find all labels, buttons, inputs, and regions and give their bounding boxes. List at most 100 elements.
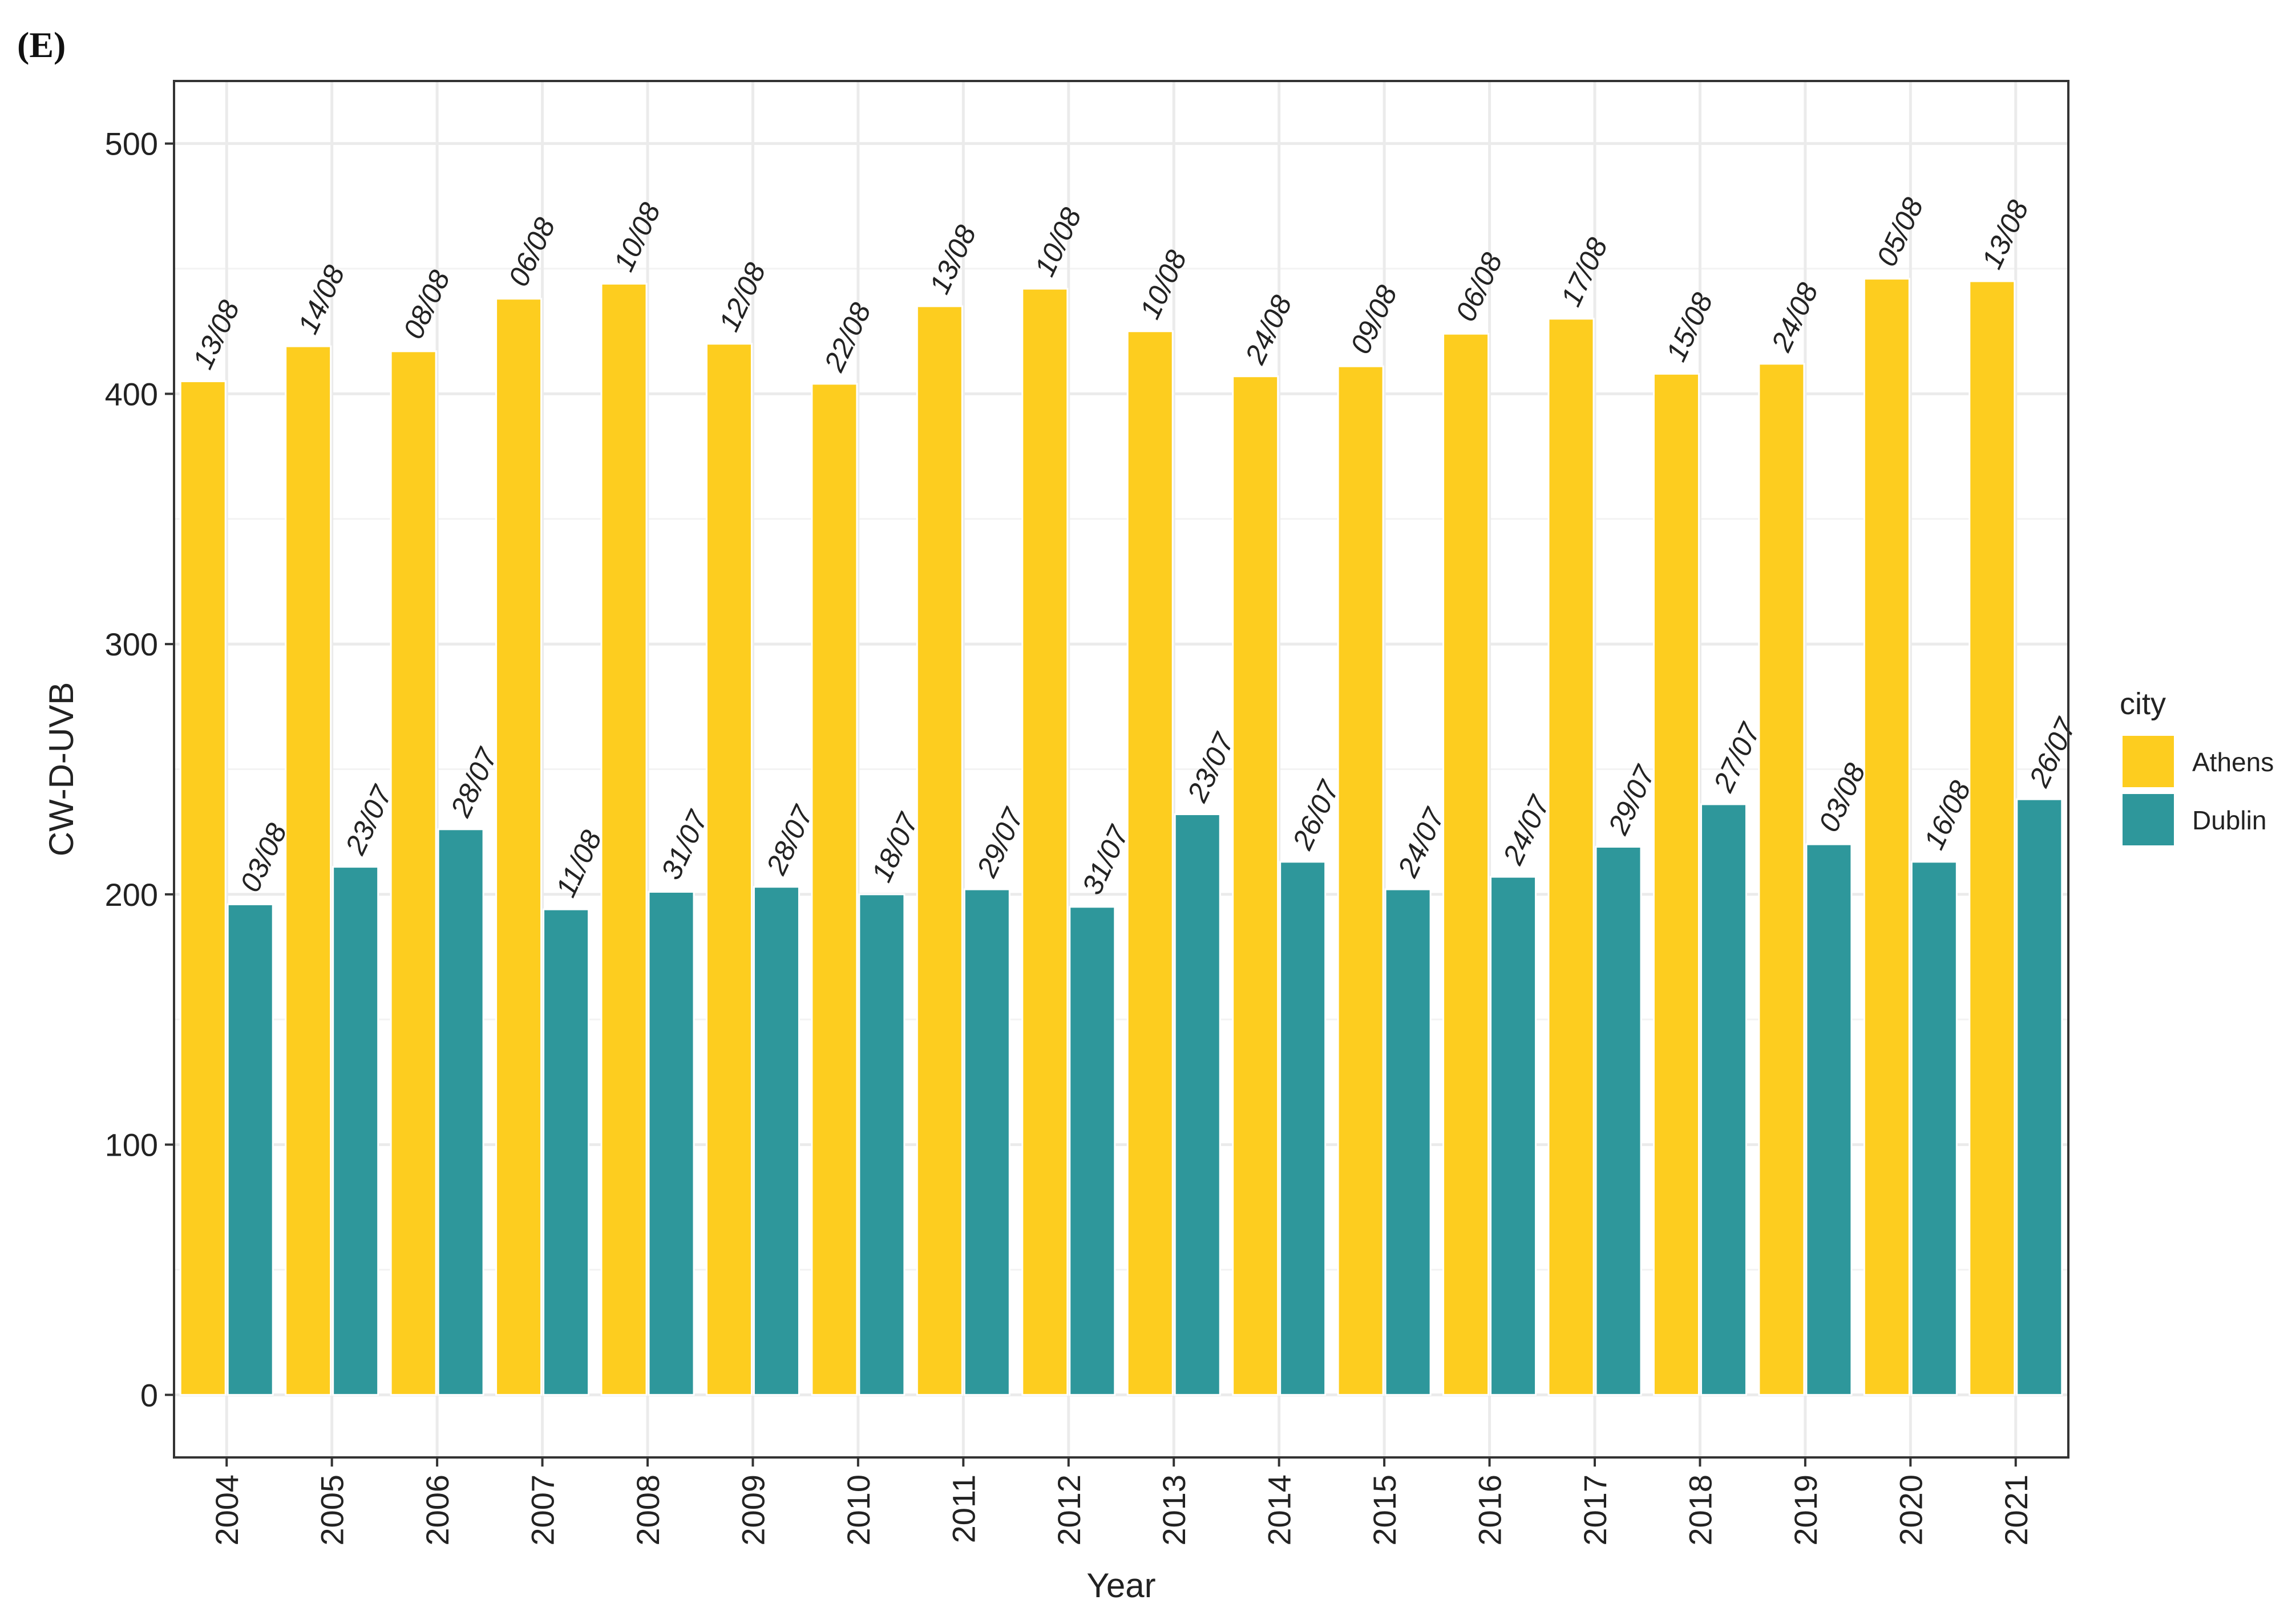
bar-label-athens-2011: 13/08 <box>923 220 983 298</box>
bar-dublin-2019 <box>1805 843 1853 1396</box>
bar-label-athens-2006: 08/08 <box>397 265 456 343</box>
y-tick-label: 0 <box>140 1377 158 1413</box>
bar-athens-2012 <box>1021 287 1069 1396</box>
bar-dublin-2012 <box>1069 906 1116 1396</box>
bar-dublin-2017 <box>1595 846 1642 1396</box>
bar-label-dublin-2015: 24/07 <box>1391 803 1451 882</box>
bar-label-dublin-2017: 29/07 <box>1602 760 1662 840</box>
x-tick-label: 2012 <box>1051 1475 1087 1546</box>
x-tick-label: 2005 <box>314 1475 350 1546</box>
bar-label-athens-2008: 10/08 <box>608 198 667 276</box>
bar-athens-2018 <box>1652 372 1700 1396</box>
bar-label-dublin-2013: 23/07 <box>1181 727 1241 807</box>
y-tick-label: 500 <box>105 126 158 162</box>
bar-athens-2010 <box>811 383 858 1396</box>
bar-dublin-2013 <box>1174 813 1221 1396</box>
bar-athens-2019 <box>1758 363 1805 1396</box>
bar-label-dublin-2020: 16/08 <box>1918 776 1977 854</box>
y-axis: 0 100 200 300 400 500 <box>105 126 174 1413</box>
bar-dublin-2007 <box>543 908 590 1396</box>
x-axis-title: Year <box>1086 1566 1155 1605</box>
bar-label-athens-2014: 24/08 <box>1239 290 1298 369</box>
bar-dublin-2014 <box>1279 861 1327 1396</box>
bar-dublin-2015 <box>1384 888 1432 1396</box>
y-tick-label: 300 <box>105 626 158 662</box>
bar-dublin-2008 <box>648 890 695 1396</box>
bar-label-athens-2020: 05/08 <box>1870 193 1930 271</box>
legend-label-athens: Athens <box>2192 747 2274 777</box>
bar-dublin-2004 <box>227 903 274 1396</box>
y-axis-title: CW-D-UVB <box>42 682 80 857</box>
bar-label-dublin-2012: 31/07 <box>1076 820 1135 899</box>
legend-key-athens <box>2123 736 2174 787</box>
bar-athens-2011 <box>916 305 963 1396</box>
legend: city Athens Dublin <box>2120 687 2274 845</box>
x-tick-label: 2017 <box>1577 1475 1613 1546</box>
x-tick-label: 2011 <box>945 1475 981 1543</box>
bar-label-dublin-2008: 31/07 <box>655 805 715 884</box>
bar-dublin-2005 <box>332 866 379 1396</box>
bar-athens-2015 <box>1337 365 1384 1396</box>
bar-label-athens-2007: 06/08 <box>502 213 561 291</box>
gridlines <box>174 81 2068 1457</box>
x-tick-label: 2007 <box>525 1475 561 1546</box>
x-tick-label: 2014 <box>1262 1475 1297 1546</box>
bar-label-athens-2013: 10/08 <box>1134 245 1193 323</box>
bar-label-athens-2016: 06/08 <box>1449 248 1509 326</box>
bar-label-athens-2015: 09/08 <box>1344 281 1404 359</box>
x-tick-label: 2009 <box>735 1475 771 1546</box>
bar-label-dublin-2011: 29/07 <box>971 803 1030 882</box>
x-tick-label: 2015 <box>1367 1475 1402 1546</box>
bar-athens-2005 <box>285 345 332 1396</box>
x-axis: 2004 2005 2006 2007 2008 2009 2010 2011 2012 2013… <box>209 1457 2034 1546</box>
bar-athens-2004 <box>179 380 227 1396</box>
panel-label: (E) <box>17 25 66 65</box>
bar-athens-2008 <box>600 282 648 1396</box>
legend-label-dublin: Dublin <box>2192 805 2266 835</box>
x-tick-label: 2020 <box>1893 1475 1929 1546</box>
x-tick-label: 2010 <box>840 1475 876 1546</box>
bar-athens-2006 <box>390 350 437 1396</box>
bar-athens-2017 <box>1547 318 1595 1396</box>
y-tick-label: 400 <box>105 376 158 412</box>
bar-label-athens-2004: 13/08 <box>187 295 246 374</box>
bars <box>179 278 2063 1396</box>
bar-label-dublin-2016: 24/07 <box>1497 790 1557 870</box>
plot-panel-border <box>173 80 2069 1459</box>
bar-label-dublin-2007: 11/08 <box>549 825 608 902</box>
bar-athens-2021 <box>1968 280 2016 1396</box>
bar-label-athens-2018: 15/08 <box>1660 288 1719 366</box>
bar-dublin-2020 <box>1910 861 1958 1396</box>
bar-label-dublin-2005: 23/07 <box>339 780 399 860</box>
bar-label-athens-2017: 17/08 <box>1555 233 1614 311</box>
bar-label-athens-2005: 14/08 <box>292 260 351 338</box>
bar-athens-2009 <box>705 343 753 1396</box>
x-tick-label: 2006 <box>419 1475 455 1546</box>
x-tick-label: 2008 <box>630 1475 666 1546</box>
bar-label-dublin-2014: 26/07 <box>1286 775 1346 854</box>
bar-dublin-2021 <box>2016 798 2063 1396</box>
bar-athens-2007 <box>495 298 543 1396</box>
x-tick-label: 2016 <box>1472 1475 1508 1546</box>
bar-label-athens-2010: 22/08 <box>818 298 877 376</box>
bar-label-athens-2019: 24/08 <box>1765 278 1824 357</box>
bar-dublin-2010 <box>858 893 906 1396</box>
x-tick-label: 2021 <box>1998 1475 2034 1546</box>
bar-label-dublin-2010: 18/07 <box>866 807 925 886</box>
legend-title: city <box>2120 687 2166 721</box>
y-tick-label: 200 <box>105 877 158 913</box>
y-tick-label: 100 <box>105 1127 158 1163</box>
bar-label-dublin-2019: 03/08 <box>1813 759 1872 837</box>
bar-label-dublin-2009: 28/07 <box>760 800 820 880</box>
bar-dublin-2009 <box>753 886 800 1396</box>
bar-label-dublin-2018: 27/07 <box>1707 718 1767 797</box>
bar-label-dublin-2004: 03/08 <box>234 819 293 897</box>
bar-label-dublin-2021: 26/07 <box>2023 712 2083 792</box>
x-tick-label: 2019 <box>1788 1475 1824 1546</box>
bar-dublin-2006 <box>437 828 484 1396</box>
bar-dublin-2011 <box>963 888 1010 1396</box>
bar-athens-2013 <box>1126 330 1174 1396</box>
x-tick-label: 2018 <box>1682 1475 1718 1546</box>
x-tick-label: 2004 <box>209 1475 245 1546</box>
